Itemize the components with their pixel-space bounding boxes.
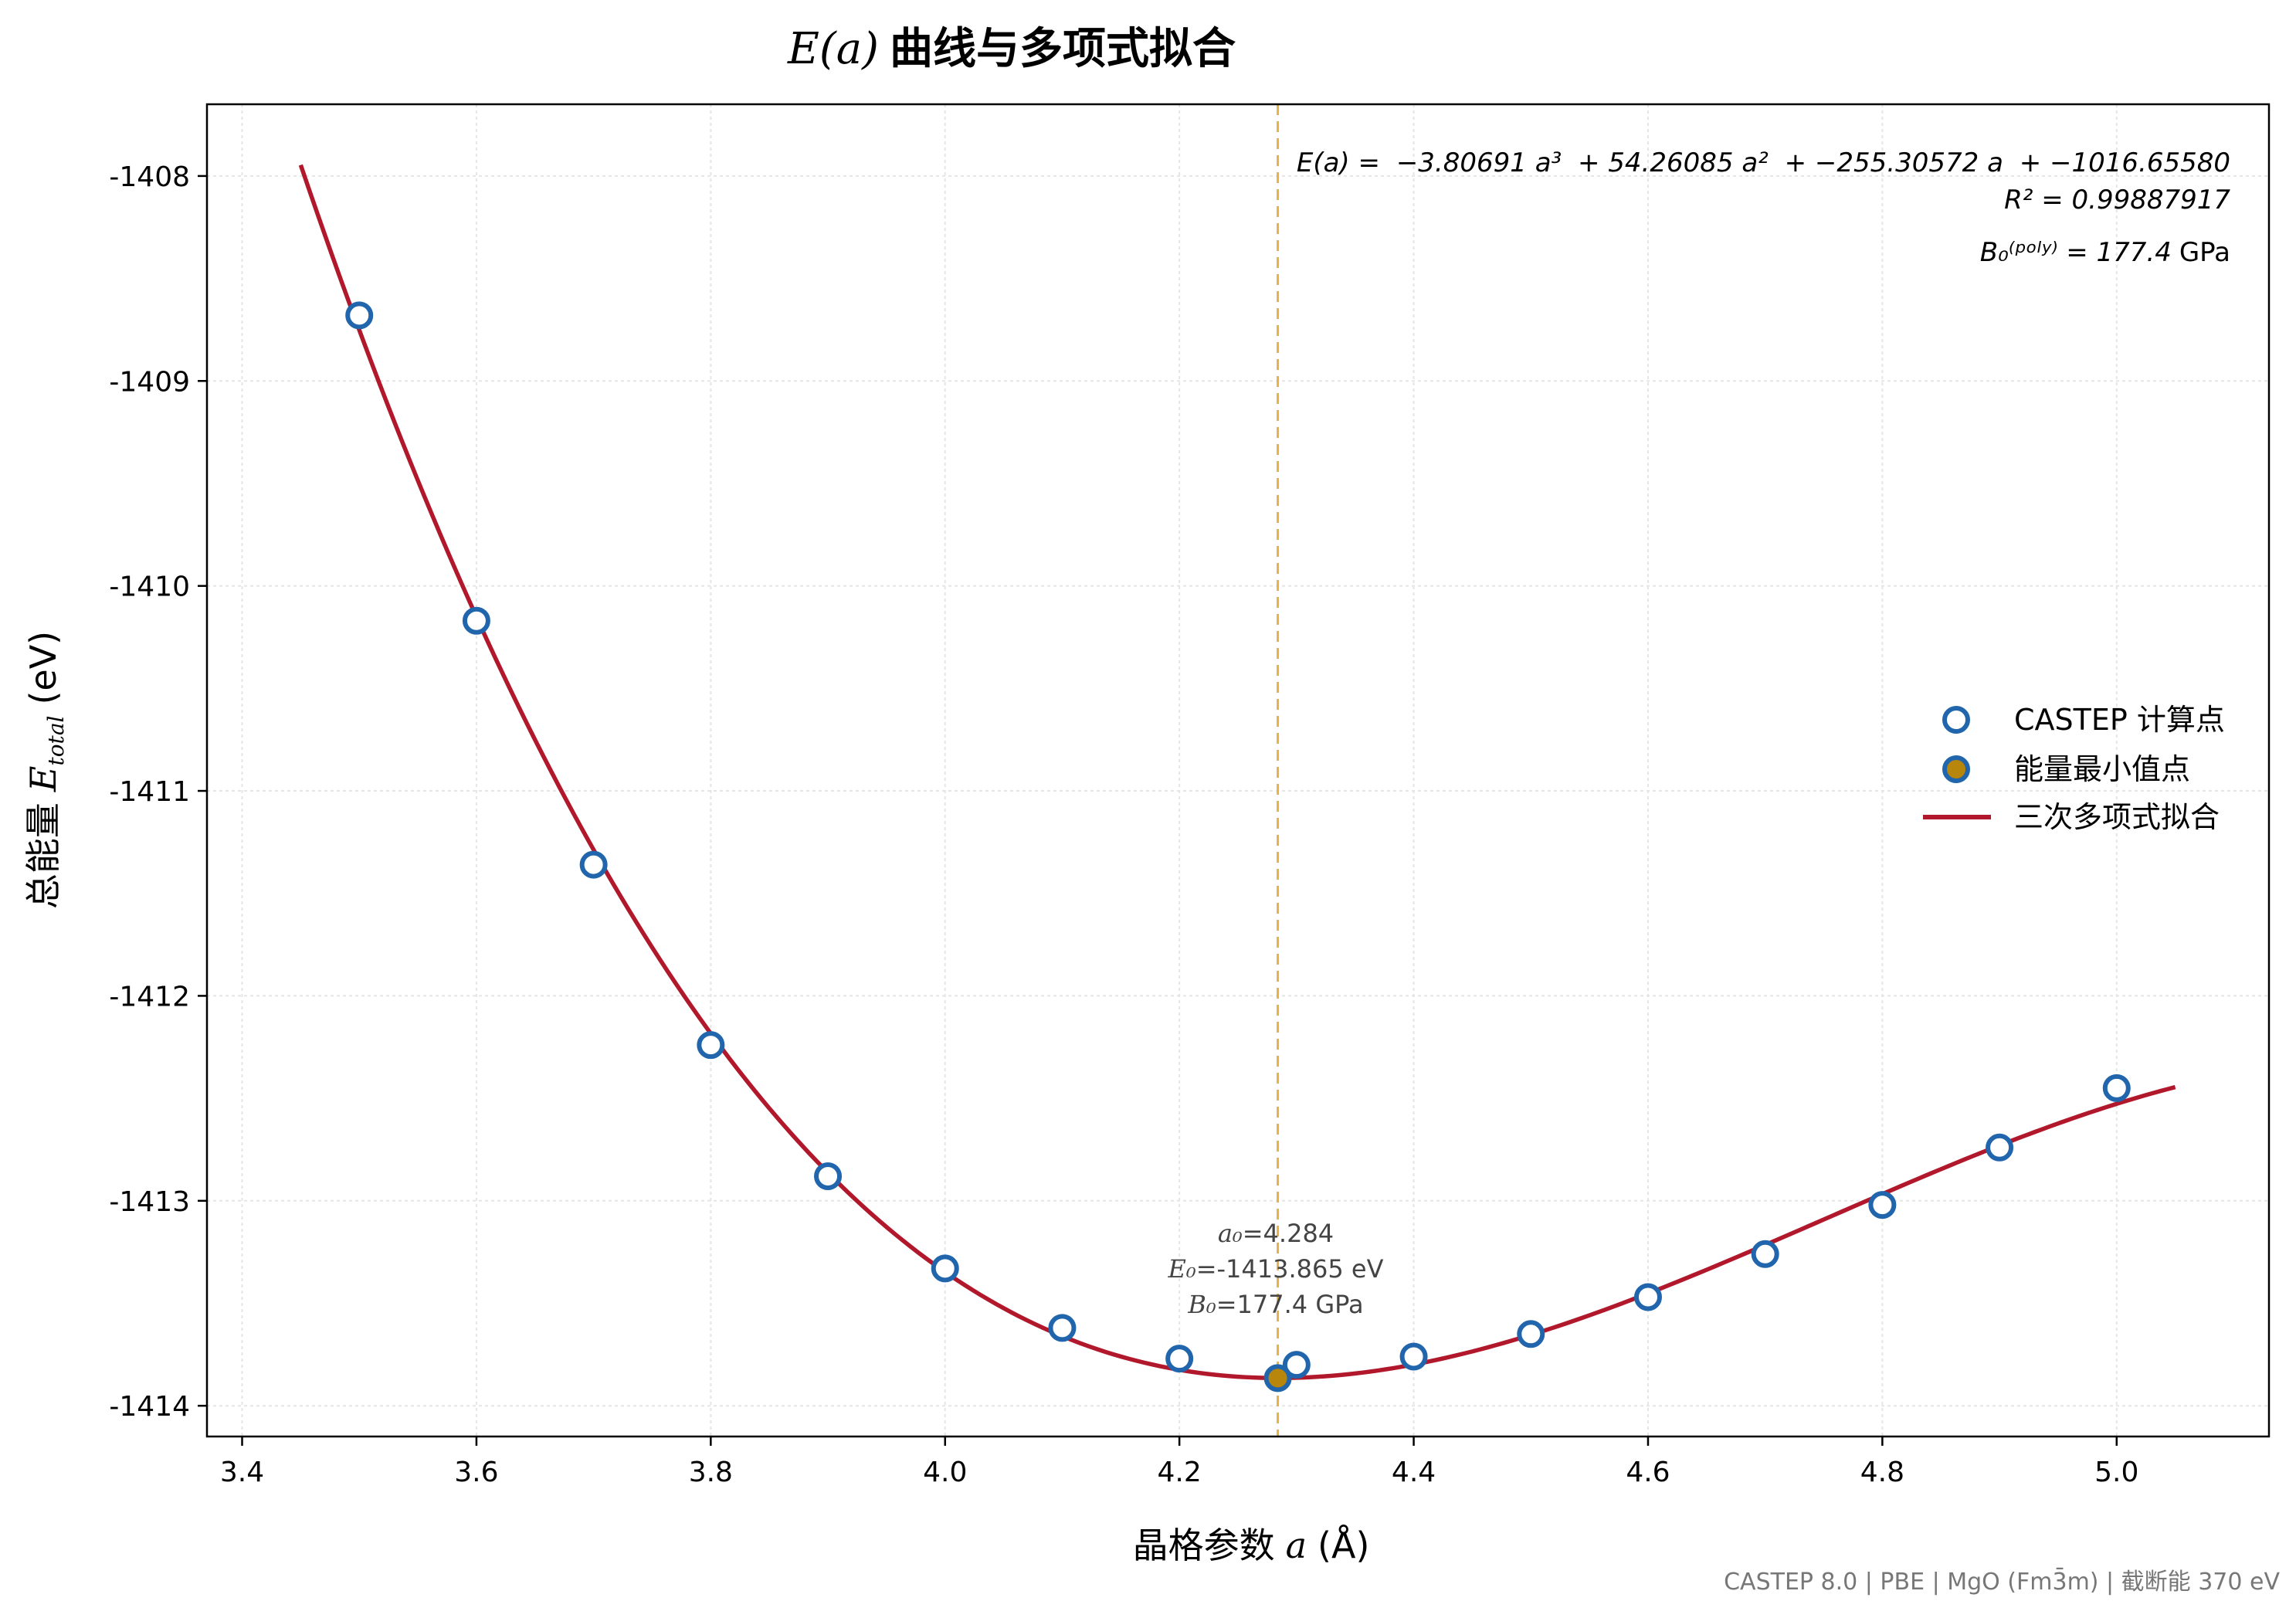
chart-title: E(a) 曲线与多项式拟合: [787, 24, 1236, 74]
y-tick-label: -1411: [109, 776, 190, 808]
minimum-annotation: a₀=4.284 E₀=-1413.865 eV B₀=177.4 GPa: [1168, 1219, 1384, 1319]
data-point: [1751, 1240, 1779, 1268]
data-points-layer: [345, 301, 2131, 1392]
y-tick-label: -1414: [109, 1391, 190, 1423]
data-point: [1868, 1191, 1897, 1219]
data-point: [2102, 1074, 2131, 1102]
data-point: [345, 301, 374, 330]
legend-label-points: CASTEP 计算点: [2014, 703, 2225, 737]
grid-lines: [207, 104, 2269, 1437]
fit-equation: E(a) = −3.80691 a³ + 54.26085 a² + −255.…: [1297, 148, 2231, 268]
plot-frame: [205, 103, 2271, 1438]
y-tick-label: -1409: [109, 366, 190, 398]
data-point: [1165, 1345, 1194, 1373]
data-point: [462, 606, 490, 635]
x-tick-label: 4.4: [1392, 1457, 1436, 1488]
equation-formula: E(a) = −3.80691 a³ + 54.26085 a² + −255.…: [1297, 148, 2230, 178]
data-point: [1048, 1314, 1077, 1342]
y-tick-label: -1413: [109, 1186, 190, 1218]
x-tick-label: 3.4: [220, 1457, 264, 1488]
x-tick-label: 3.6: [454, 1457, 498, 1488]
legend-label-fit: 三次多项式拟合: [2014, 800, 2220, 834]
y-axis-ticks: -1408 -1409 -1410 -1411 -1412 -1413 -1414: [109, 161, 207, 1423]
data-point: [1517, 1320, 1545, 1348]
legend-marker-minimum: [1942, 755, 1970, 783]
y-tick-label: -1408: [109, 161, 190, 193]
annotation-b0: B₀=177.4 GPa: [1187, 1290, 1363, 1319]
legend-label-minimum: 能量最小值点: [2014, 752, 2190, 786]
annotation-e0: E₀=-1413.865 eV: [1168, 1254, 1384, 1284]
data-point: [1633, 1283, 1662, 1311]
equation-b0: B₀⁽ᵖᵒˡʸ⁾ = 177.4 GPa: [1980, 237, 2230, 268]
data-point: [931, 1254, 959, 1283]
y-tick-label: -1410: [109, 572, 190, 603]
data-point: [697, 1031, 725, 1060]
data-point: [1399, 1342, 1428, 1371]
data-point: [1986, 1133, 2014, 1162]
x-tick-label: 5.0: [2094, 1457, 2138, 1488]
x-tick-label: 4.2: [1158, 1457, 1202, 1488]
y-tick-label: -1412: [109, 981, 190, 1013]
minimum-point: [1263, 1364, 1292, 1392]
x-axis-ticks: 3.4 3.6 3.8 4.0 4.2 4.4 4.6 4.8 5.0: [220, 1437, 2138, 1488]
x-tick-label: 3.8: [689, 1457, 733, 1488]
data-point: [579, 850, 608, 879]
y-axis-label: 总能量Etotal(eV): [22, 631, 69, 909]
legend-marker-points: [1942, 706, 1970, 734]
x-tick-label: 4.0: [923, 1457, 967, 1488]
x-tick-label: 4.8: [1860, 1457, 1904, 1488]
fit-curve: [298, 164, 2176, 1381]
fit-curve-layer: [298, 164, 2176, 1381]
equation-r2: R² = 0.99887917: [2004, 185, 2230, 215]
x-tick-label: 4.6: [1626, 1457, 1670, 1488]
legend: CASTEP 计算点 能量最小值点 三次多项式拟合: [1923, 703, 2225, 834]
annotation-a0: a₀=4.284: [1218, 1219, 1334, 1248]
data-point: [814, 1162, 843, 1190]
x-axis-label: 晶格参数 a (Å): [1133, 1525, 1370, 1566]
data-point: [1282, 1351, 1311, 1379]
footer-note: CASTEP 8.0 | PBE | MgO (Fm3̄m) | 截断能 370…: [1724, 1568, 2280, 1596]
